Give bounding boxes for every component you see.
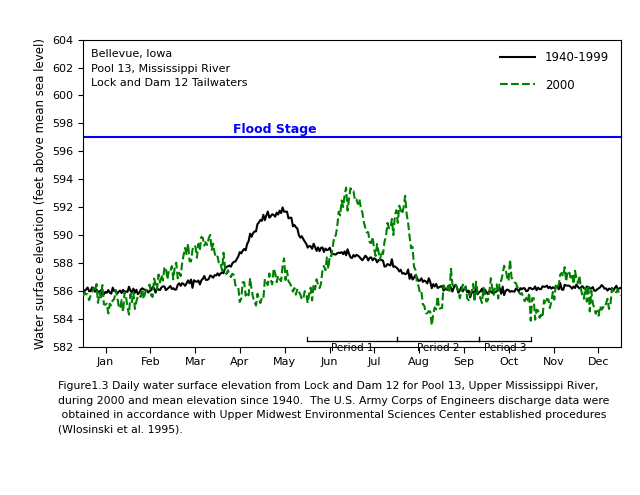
Text: Period 2: Period 2	[417, 344, 459, 353]
Text: Bellevue, Iowa
Pool 13, Mississippi River
Lock and Dam 12 Tailwaters: Bellevue, Iowa Pool 13, Mississippi Rive…	[92, 49, 248, 89]
Text: Flood Stage: Flood Stage	[233, 123, 317, 136]
Legend: 1940-1999, 2000: 1940-1999, 2000	[494, 46, 615, 98]
Text: Period 1: Period 1	[331, 344, 373, 353]
Text: Period 3: Period 3	[484, 344, 526, 353]
Y-axis label: Water surface elevation (feet above mean sea level): Water surface elevation (feet above mean…	[34, 38, 47, 348]
Text: Figure1.3 Daily water surface elevation from Lock and Dam 12 for Pool 13, Upper : Figure1.3 Daily water surface elevation …	[58, 381, 609, 434]
